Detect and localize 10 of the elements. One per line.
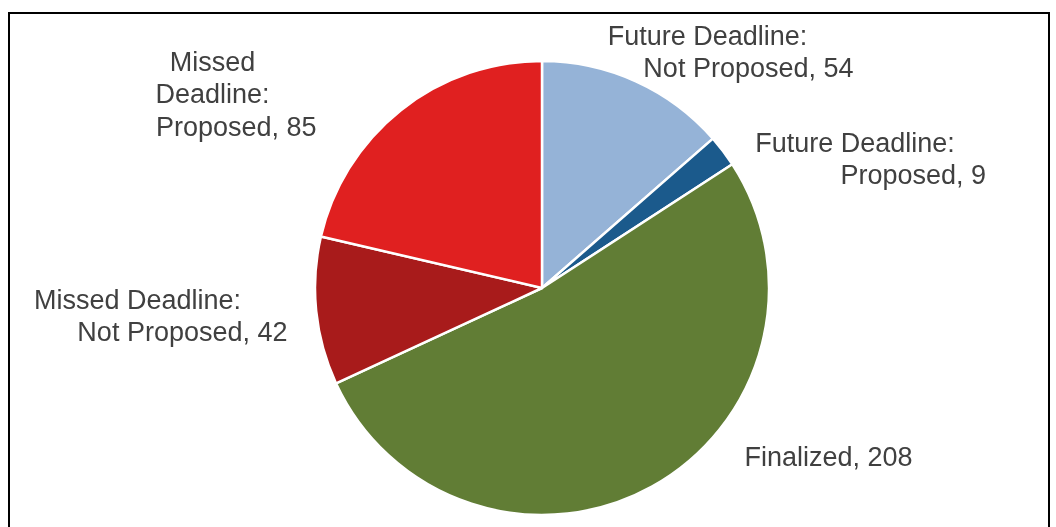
data-label: , 54 <box>808 53 854 83</box>
data-label: , 208 <box>852 441 913 472</box>
slice-label: Future Deadline: Proposed <box>754 126 956 192</box>
slice-label: Missed Deadline: Not Proposed <box>32 283 243 349</box>
slice-label: Finalized <box>743 440 853 474</box>
slice-label: Missed Deadline: Proposed <box>154 46 272 144</box>
data-label: , 9 <box>955 160 987 190</box>
slice-label: Future Deadline: Not Proposed <box>606 19 809 85</box>
data-label: , 85 <box>271 112 317 143</box>
data-label: , 42 <box>242 317 288 347</box>
